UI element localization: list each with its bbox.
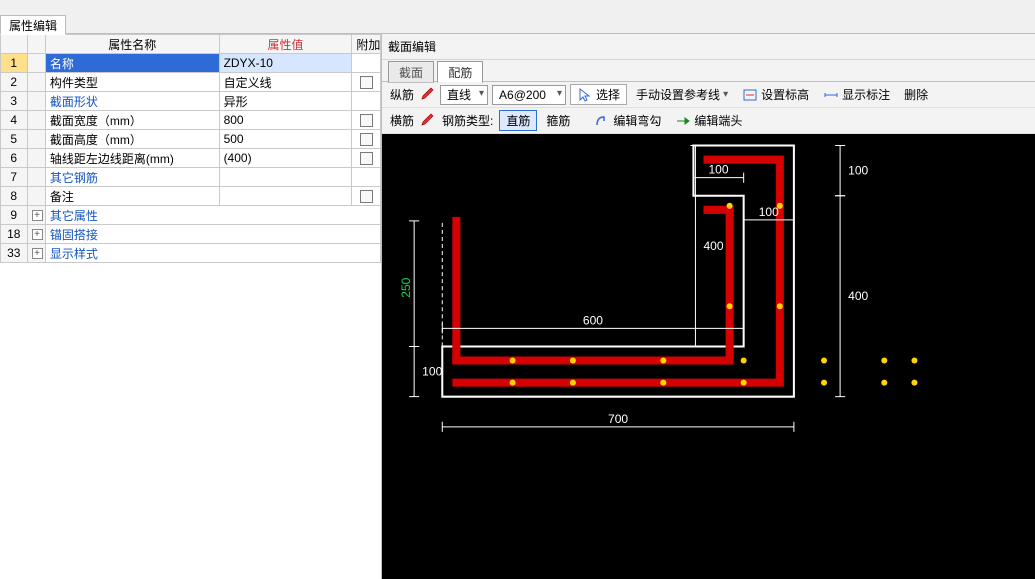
table-row-group[interactable]: 18+锚固搭接	[1, 225, 381, 244]
checkbox[interactable]	[360, 76, 373, 89]
btn-straight[interactable]: 直筋	[499, 110, 537, 131]
btn-show-dim[interactable]: 显示标注	[818, 83, 895, 106]
hook-icon	[594, 113, 610, 129]
label-transverse: 横筋	[388, 112, 416, 129]
rebar-dot	[777, 303, 783, 309]
tab-section[interactable]: 截面	[388, 61, 434, 83]
btn-ref-line[interactable]: 手动设置参考线 ▾	[631, 83, 733, 106]
svg-text:100: 100	[759, 205, 779, 219]
tab-rebar[interactable]: 配筋	[437, 61, 483, 83]
svg-text:400: 400	[703, 239, 723, 253]
table-row[interactable]: 6轴线距左边线距离(mm)(400)	[1, 149, 381, 168]
table-row[interactable]: 4截面宽度（mm）800	[1, 111, 381, 130]
table-row[interactable]: 8备注	[1, 187, 381, 206]
section-canvas[interactable]: 700 600 100 100 400 400 100 250 100	[382, 134, 1035, 579]
expand-icon[interactable]: +	[32, 210, 43, 221]
rebar-dot	[660, 380, 666, 386]
rebar-dot	[727, 203, 733, 209]
property-table: 属性名称 属性值 附加 1名称ZDYX-102构件类型自定义线3截面形状异形4截…	[0, 34, 381, 263]
toolbar-row-2: 横筋 钢筋类型: 直筋 箍筋 编辑弯勾 编辑端头	[382, 108, 1035, 134]
expand-icon[interactable]: +	[32, 248, 43, 259]
rebar-dot	[510, 358, 516, 364]
pen-icon	[420, 85, 436, 104]
svg-text:100: 100	[422, 365, 442, 379]
btn-set-elev[interactable]: 设置标高	[737, 83, 814, 106]
editor-tabs: 截面 配筋	[382, 60, 1035, 82]
dim-icon	[823, 87, 839, 103]
top-tab-strip: 属性编辑	[0, 14, 1035, 34]
rebar-dot	[741, 380, 747, 386]
table-row-group[interactable]: 9+其它属性	[1, 206, 381, 225]
pen-icon-2	[420, 111, 436, 130]
rebar-dot	[911, 358, 917, 364]
header-name: 属性名称	[45, 35, 219, 54]
table-row[interactable]: 5截面高度（mm）500	[1, 130, 381, 149]
checkbox[interactable]	[360, 190, 373, 203]
header-add: 附加	[352, 35, 381, 54]
svg-text:100: 100	[848, 164, 868, 178]
cursor-icon	[577, 87, 593, 103]
select-spacing[interactable]: A6@200	[492, 85, 566, 105]
tab-property-edit[interactable]: 属性编辑	[0, 15, 66, 35]
checkbox[interactable]	[360, 114, 373, 127]
end-icon	[675, 113, 691, 129]
btn-delete[interactable]: 删除	[899, 83, 933, 106]
rebar	[456, 210, 729, 361]
expand-icon[interactable]: +	[32, 229, 43, 240]
btn-edit-hook[interactable]: 编辑弯勾	[589, 109, 666, 132]
table-row-group[interactable]: 33+显示样式	[1, 244, 381, 263]
toolbar-row-1: 纵筋 直线 A6@200 选择 手动设置参考线 ▾ 设置标高 显示标注	[382, 82, 1035, 108]
label-rebar-type: 钢筋类型:	[440, 112, 495, 129]
checkbox[interactable]	[360, 133, 373, 146]
header-value: 属性值	[219, 35, 352, 54]
svg-text:400: 400	[848, 289, 868, 303]
rebar-dot	[881, 358, 887, 364]
table-row[interactable]: 1名称ZDYX-10	[1, 54, 381, 73]
rebar-dot	[570, 358, 576, 364]
rebar-dot	[821, 380, 827, 386]
rebar-dot	[821, 358, 827, 364]
rebar-dot	[741, 358, 747, 364]
label-longitudinal: 纵筋	[388, 86, 416, 103]
btn-select[interactable]: 选择	[570, 84, 627, 105]
table-row[interactable]: 3截面形状异形	[1, 92, 381, 111]
rebar-dot	[911, 380, 917, 386]
rebar-dot	[727, 303, 733, 309]
rebar-dot	[570, 380, 576, 386]
btn-stirrup[interactable]: 箍筋	[541, 109, 575, 132]
select-shape[interactable]: 直线	[440, 85, 488, 105]
section-editor: 截面编辑 截面 配筋 纵筋 直线 A6@200 选择 手动设置参考线 ▾ 设置标…	[382, 34, 1035, 579]
svg-text:600: 600	[583, 313, 603, 327]
table-row[interactable]: 7其它钢筋	[1, 168, 381, 187]
table-row[interactable]: 2构件类型自定义线	[1, 73, 381, 92]
rebar-dot	[660, 358, 666, 364]
editor-title: 截面编辑	[382, 34, 1035, 60]
rebar-dot	[881, 380, 887, 386]
property-panel: 属性名称 属性值 附加 1名称ZDYX-102构件类型自定义线3截面形状异形4截…	[0, 34, 382, 579]
svg-text:100: 100	[708, 163, 728, 177]
elev-icon	[742, 87, 758, 103]
svg-text:250: 250	[399, 277, 413, 297]
rebar-dot	[510, 380, 516, 386]
checkbox[interactable]	[360, 152, 373, 165]
svg-text:700: 700	[608, 412, 628, 426]
btn-edit-end[interactable]: 编辑端头	[670, 109, 747, 132]
